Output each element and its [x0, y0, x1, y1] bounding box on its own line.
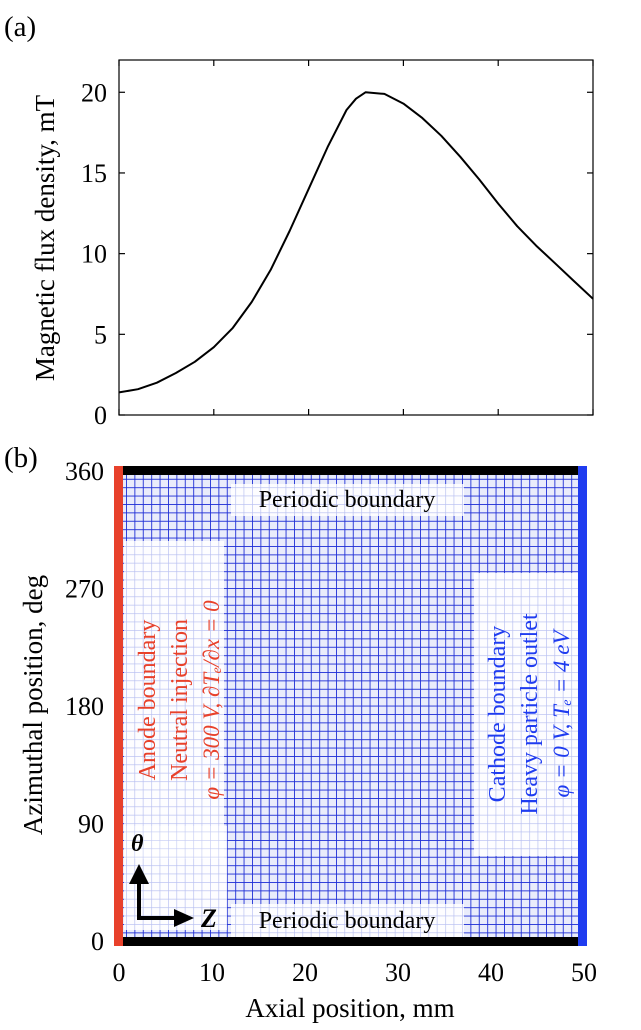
- b-x-tick-label-2: 20: [292, 958, 318, 987]
- b-y-tick-label-1: 90: [78, 810, 104, 839]
- cathode-label-bg: [474, 573, 578, 856]
- panel-a-plot: 0 5 10 15 20: [81, 60, 594, 430]
- z-arrowhead: [174, 909, 194, 927]
- panel-b: (b) Periodic boundary Periodic boundary …: [4, 442, 597, 1023]
- panel-b-ylabel: Azimuthal position, deg: [18, 575, 48, 835]
- b-x-tick-label-4: 40: [478, 958, 504, 987]
- cathode-labels: Cathode boundary Heavy particle outlet φ…: [485, 613, 574, 815]
- anode-boundary: [114, 466, 123, 946]
- b-x-tick-label-5: 50: [571, 958, 597, 987]
- y-tick-label-2: 10: [81, 240, 107, 269]
- anode-label-line3: φ = 300 V, ∂Tₑ/∂x = 0: [199, 600, 224, 800]
- panel-a-axes-box: [118, 59, 594, 416]
- cathode-label-line2: Heavy particle outlet: [517, 613, 543, 815]
- anode-label-line1: Anode boundary: [135, 620, 161, 781]
- anode-label-bg: [124, 541, 224, 859]
- b-x-tick-label-0: 0: [113, 958, 126, 987]
- axes-symbol: θ Z: [129, 831, 217, 933]
- periodic-boundary-bottom: [116, 937, 584, 946]
- panel-a-ylabel: Magnetic flux density, mT: [30, 94, 60, 381]
- b-y-tick-label-3: 270: [65, 575, 104, 604]
- y-tick-label-1: 5: [94, 320, 107, 349]
- periodic-top-label-bg: [231, 484, 464, 516]
- b-y-tick-label-4: 360: [65, 457, 104, 486]
- cathode-label-line1: Cathode boundary: [485, 626, 511, 803]
- theta-label: θ: [131, 831, 144, 857]
- y-tick-label-0: 0: [94, 401, 107, 430]
- b-x-tick-label-1: 10: [199, 958, 225, 987]
- b-x-tick-label-3: 30: [385, 958, 411, 987]
- panel-b-ticks: 0 10 20 30 40 50 0 90 180 270 360: [65, 457, 597, 987]
- periodic-top-label: Periodic boundary: [259, 487, 436, 513]
- panel-a-label: (a): [4, 11, 36, 43]
- panel-b-xlabel: Axial position, mm: [245, 993, 454, 1023]
- series-line-0: [118, 91, 594, 394]
- y-tick-label-3: 15: [81, 159, 107, 188]
- periodic-bottom-label-bg: [231, 904, 464, 937]
- cathode-label-line3: φ = 0 V, Tₑ = 4 eV: [549, 628, 574, 798]
- theta-arrowhead: [129, 864, 149, 884]
- anode-labels: Anode boundary Neutral injection φ = 300…: [135, 600, 224, 800]
- periodic-boundary-top: [116, 466, 584, 475]
- b-y-tick-label-0: 0: [91, 927, 104, 956]
- panel-b-label: (b): [4, 442, 38, 474]
- panel-a: (a) 0 5 10 15 20 Magnetic flux density, mT: [4, 11, 594, 430]
- b-y-tick-label-2: 180: [65, 692, 104, 721]
- z-label: Z: [200, 904, 217, 933]
- periodic-bottom-label: Periodic boundary: [259, 908, 436, 934]
- anode-label-line2: Neutral injection: [167, 619, 193, 781]
- cathode-boundary: [578, 466, 587, 946]
- y-tick-label-4: 20: [81, 78, 107, 107]
